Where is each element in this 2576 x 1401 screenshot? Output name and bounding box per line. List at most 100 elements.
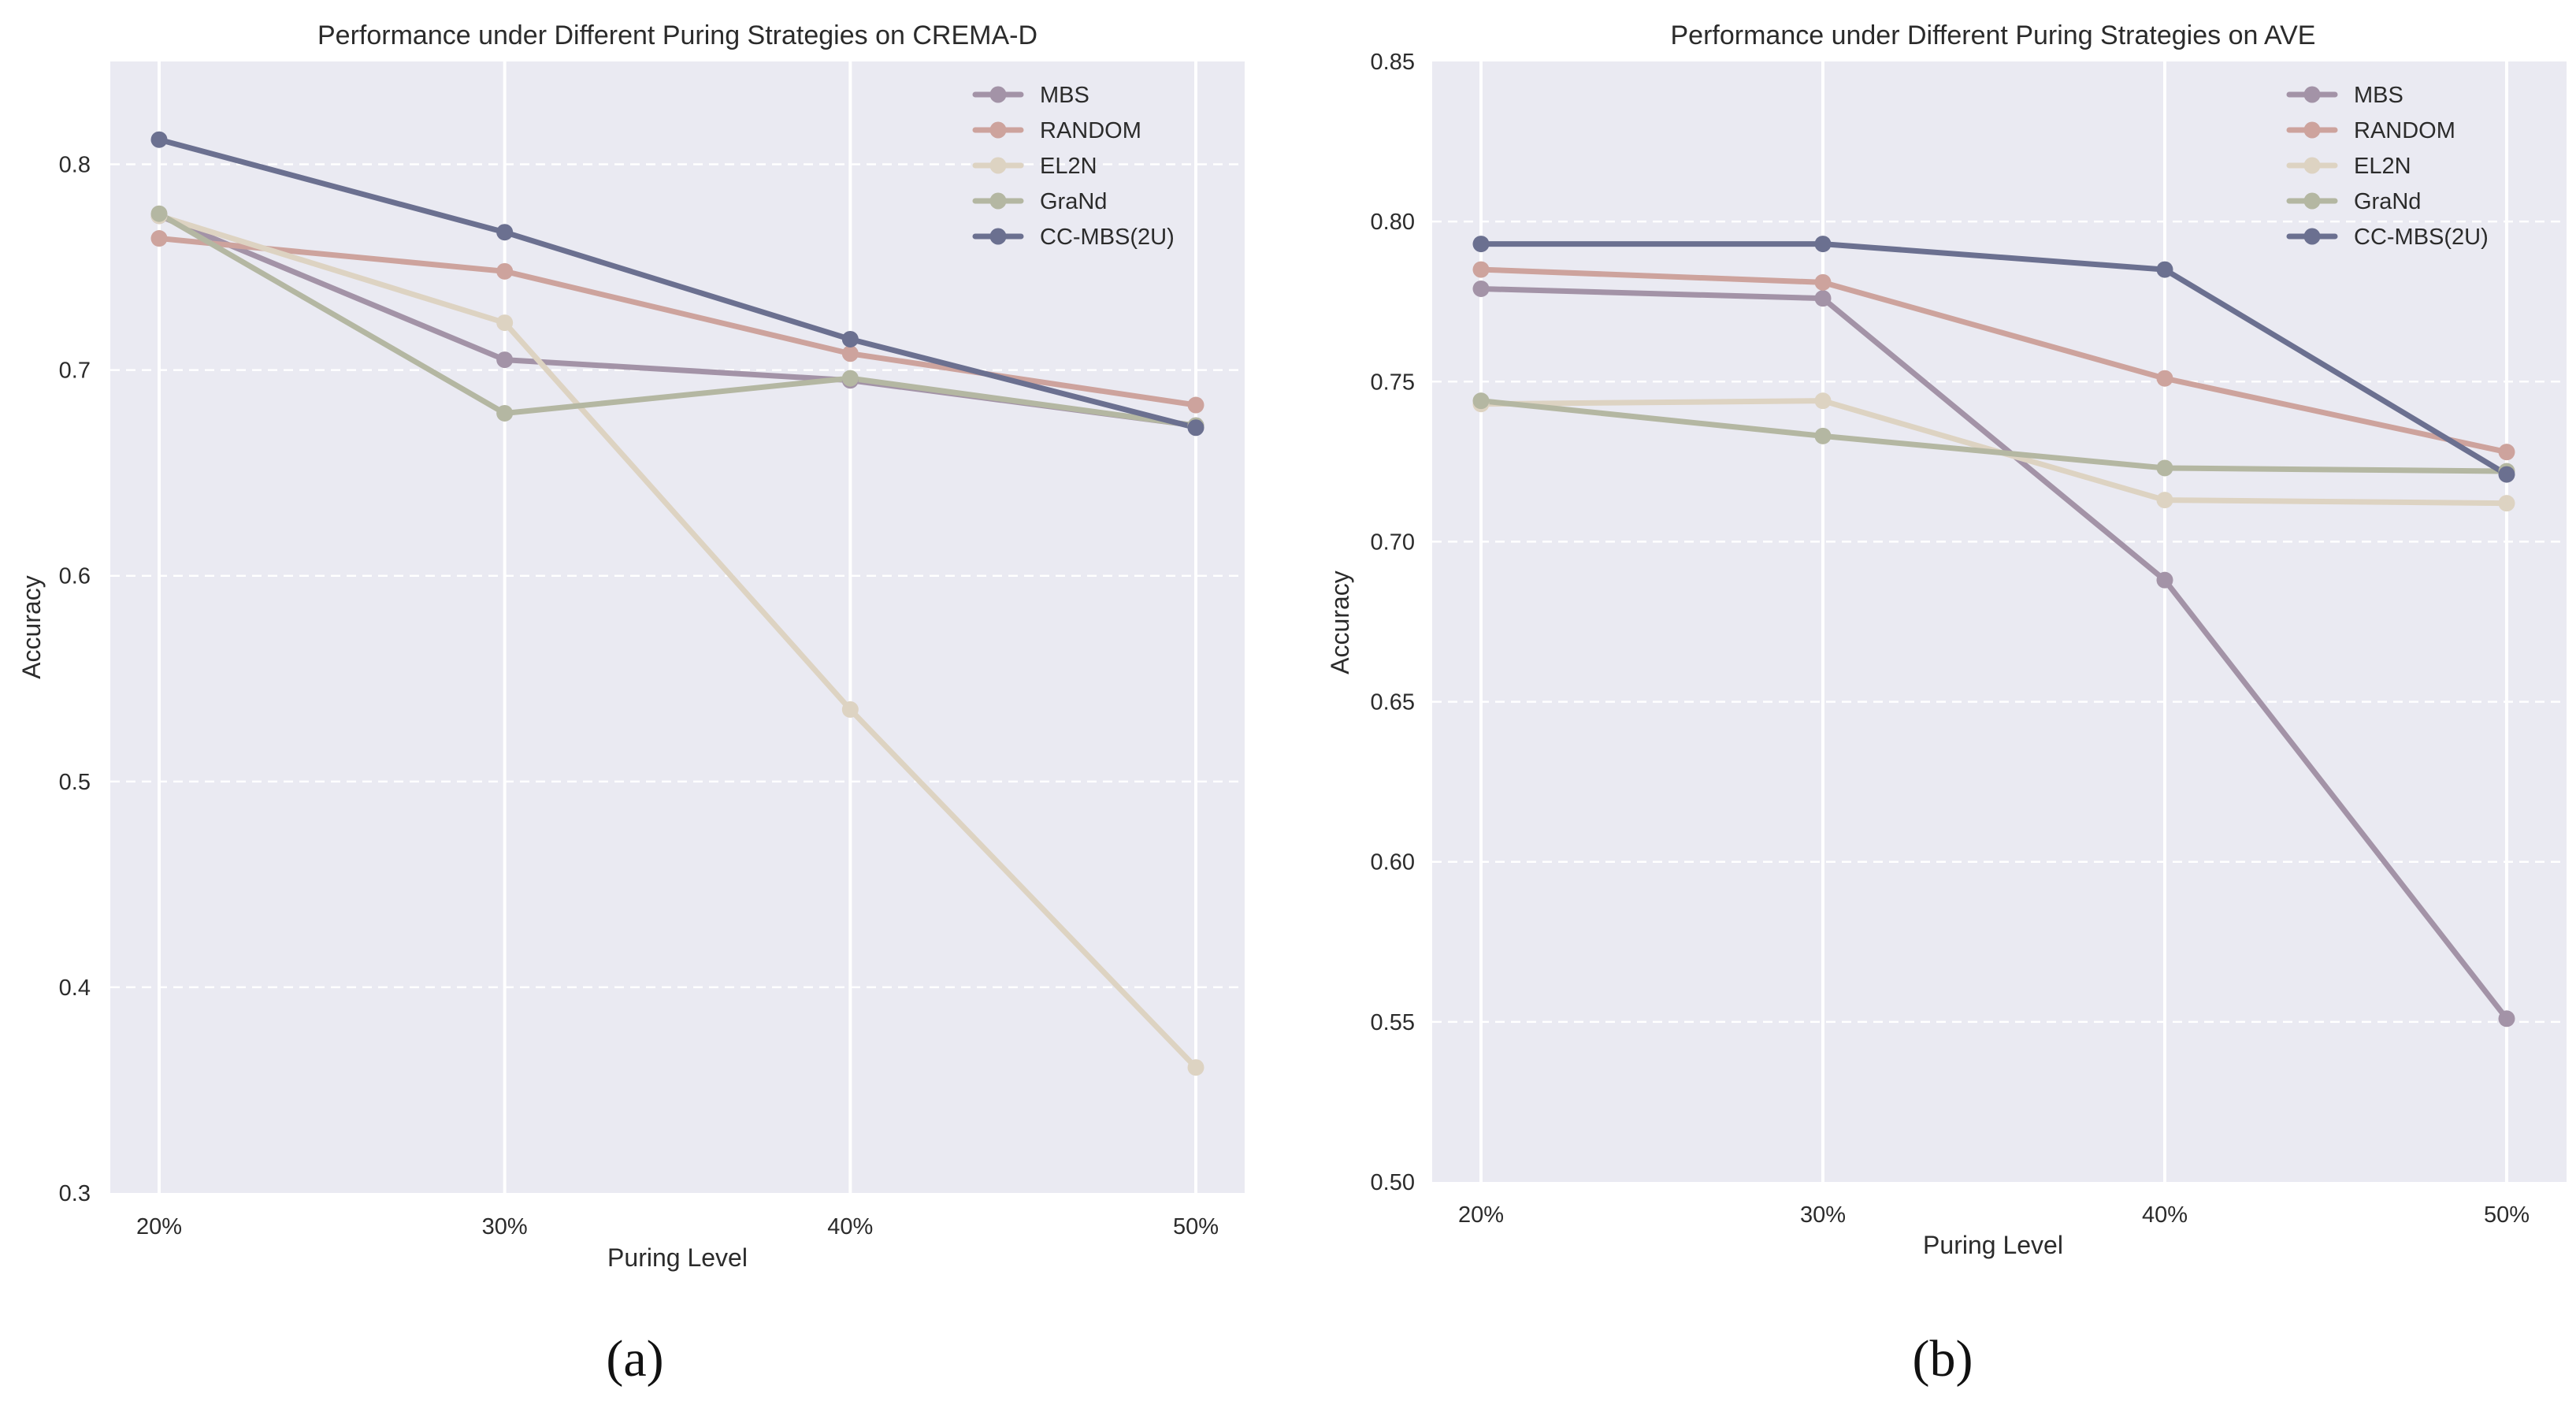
data-point-el2n — [1814, 392, 1832, 410]
data-point-cc-mbs-2u — [841, 330, 859, 347]
y-tick-labels: 0.3 0.4 0.5 0.6 0.7 0.8 — [59, 153, 91, 1206]
series-line-grand — [156, 210, 1199, 429]
y-tick-label: 0.60 — [1371, 850, 1415, 875]
data-point-grand — [1814, 427, 1832, 444]
x-axis-label: Puring Level — [1923, 1231, 2063, 1259]
y-tick-label: 0.6 — [59, 564, 91, 589]
y-tick-label: 0.7 — [59, 359, 91, 384]
series-line-random — [156, 236, 1199, 408]
series-line-mbs — [1478, 285, 2510, 1022]
data-point-grand — [150, 205, 168, 222]
x-tick-label: 50% — [2484, 1202, 2530, 1228]
data-point-el2n — [496, 314, 514, 332]
legend: MBS RANDOM EL2N GraNd CC-MBS(2U) — [972, 83, 1175, 250]
data-point-cc-mbs-2u — [496, 224, 514, 241]
plot-area — [1432, 61, 2567, 1182]
data-point-random — [1814, 273, 1832, 291]
series-lines — [156, 136, 1199, 1071]
y-tick-labels: 0.50 0.55 0.60 0.65 0.70 0.75 0.80 0.85 — [1371, 50, 1415, 1195]
legend-swatch-marker — [2303, 157, 2321, 174]
series-lines — [1478, 241, 2510, 1022]
data-point-cc-mbs-2u — [2498, 466, 2515, 483]
data-point-el2n — [1187, 1059, 1204, 1076]
series-points — [150, 131, 1204, 1076]
data-point-random — [496, 262, 514, 280]
panel-label: (b) — [1913, 1330, 1973, 1388]
y-axis-label: Accuracy — [1326, 570, 1354, 674]
x-tick-labels: 20% 30% 40% 50% — [136, 1214, 1219, 1239]
legend-label: RANDOM — [2354, 118, 2455, 143]
y-tick-label: 0.80 — [1371, 210, 1415, 235]
legend-label: MBS — [1040, 83, 1089, 108]
data-point-random — [1187, 396, 1204, 414]
data-point-mbs — [1814, 290, 1832, 307]
y-tick-label: 0.70 — [1371, 530, 1415, 555]
legend-label: GraNd — [1040, 189, 1107, 214]
chart-crema-d: 0.3 0.4 0.5 0.6 0.7 0.8 20% 30% 40% 50% Performa… — [17, 20, 1245, 1388]
legend-label: EL2N — [1040, 154, 1097, 179]
y-tick-label: 0.5 — [59, 770, 91, 795]
panel-label: (a) — [606, 1330, 663, 1388]
legend-item-cc-mbs-2u: CC-MBS(2U) — [2286, 225, 2489, 250]
data-point-random — [150, 230, 168, 247]
legend-item-el2n: EL2N — [972, 154, 1097, 179]
legend-item-random: RANDOM — [972, 118, 1141, 143]
data-point-el2n — [2498, 495, 2515, 512]
legend-swatch-marker — [989, 121, 1007, 139]
data-point-random — [2156, 370, 2173, 387]
x-tick-label: 20% — [136, 1214, 182, 1239]
chart-ave: 0.50 0.55 0.60 0.65 0.70 0.75 0.80 0.85 20% 30% 4… — [1326, 20, 2567, 1388]
x-tick-labels: 20% 30% 40% 50% — [1458, 1202, 2530, 1228]
data-point-cc-mbs-2u — [150, 131, 168, 148]
legend-item-el2n: EL2N — [2286, 154, 2411, 179]
legend-swatch-marker — [2303, 86, 2321, 103]
legend-swatch-marker — [989, 192, 1007, 210]
series-line-grand — [1478, 398, 2510, 474]
x-tick-label: 50% — [1173, 1214, 1219, 1239]
x-tick-label: 40% — [827, 1214, 873, 1239]
chart-title: Performance under Different Puring Strat… — [1671, 20, 2316, 50]
legend-item-grand: GraNd — [2286, 189, 2421, 214]
x-tick-label: 40% — [2142, 1202, 2188, 1228]
legend-label: EL2N — [2354, 154, 2411, 179]
data-point-el2n — [841, 700, 859, 718]
series-line-cc-mbs-2u — [156, 136, 1199, 431]
chart-title: Performance under Different Puring Strat… — [317, 20, 1037, 50]
legend-item-cc-mbs-2u: CC-MBS(2U) — [972, 225, 1175, 250]
data-point-grand — [841, 370, 859, 387]
y-tick-label: 0.85 — [1371, 50, 1415, 75]
legend-swatch-marker — [2303, 192, 2321, 210]
y-tick-label: 0.75 — [1371, 370, 1415, 395]
legend-label: MBS — [2354, 83, 2403, 108]
y-axis-label: Accuracy — [17, 575, 46, 679]
data-point-cc-mbs-2u — [2156, 261, 2173, 278]
legend-item-grand: GraNd — [972, 189, 1107, 214]
y-tick-label: 0.65 — [1371, 690, 1415, 715]
series-line-el2n — [156, 213, 1199, 1071]
data-point-el2n — [2156, 492, 2173, 509]
data-point-random — [841, 345, 859, 362]
series-points — [1472, 236, 2515, 1028]
data-point-mbs — [496, 351, 514, 369]
data-point-mbs — [2498, 1010, 2515, 1028]
data-point-cc-mbs-2u — [1187, 419, 1204, 437]
legend-label: GraNd — [2354, 189, 2421, 214]
legend-swatch-marker — [2303, 121, 2321, 139]
data-point-grand — [496, 404, 514, 422]
legend-item-mbs: MBS — [972, 83, 1089, 108]
data-point-cc-mbs-2u — [1472, 236, 1490, 253]
data-point-grand — [1472, 392, 1490, 410]
legend-swatch-marker — [2303, 228, 2321, 245]
legend-swatch-marker — [989, 157, 1007, 174]
data-point-grand — [2156, 459, 2173, 477]
grid — [110, 61, 1245, 1193]
legend-item-mbs: MBS — [2286, 83, 2403, 108]
x-tick-label: 20% — [1458, 1202, 1504, 1228]
series-line-random — [1478, 266, 2510, 455]
legend-swatch-marker — [989, 86, 1007, 103]
legend: MBS RANDOM EL2N GraNd CC-MBS(2U) — [2286, 83, 2489, 250]
legend-label: CC-MBS(2U) — [2354, 225, 2489, 250]
data-point-random — [2498, 444, 2515, 461]
legend-label: CC-MBS(2U) — [1040, 225, 1175, 250]
